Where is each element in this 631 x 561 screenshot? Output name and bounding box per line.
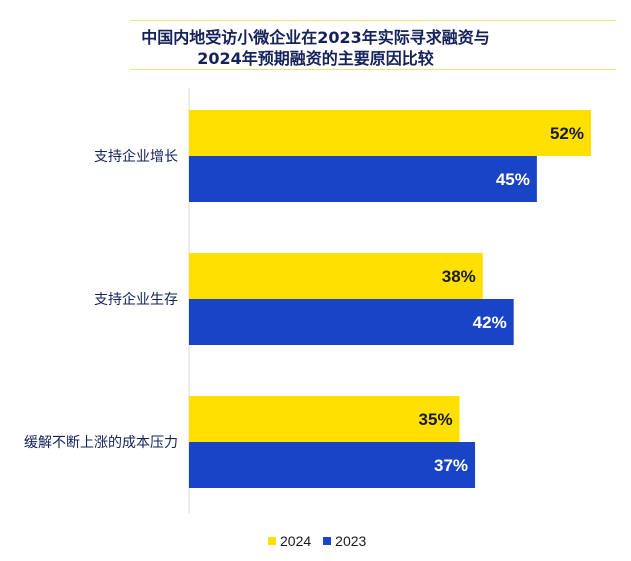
category-label-2: 缓解不断上涨的成本压力 xyxy=(24,435,178,451)
data-label-2023-2: 37% xyxy=(434,456,468,475)
legend-item-2024: 2024 xyxy=(268,533,311,549)
legend-swatch-2023 xyxy=(323,537,332,545)
bar-2024-0 xyxy=(189,110,591,156)
bar-2024-2 xyxy=(189,396,460,442)
title-top-rule xyxy=(130,20,616,21)
category-label-1: 支持企业生存 xyxy=(94,291,178,308)
bar-2023-0 xyxy=(189,156,537,202)
bar-2023-1 xyxy=(189,299,514,345)
chart-title-line-1: 中国内地受访小微企业在2023年实际寻求融资与 xyxy=(141,28,490,47)
legend-item-2023: 2023 xyxy=(323,533,366,549)
data-label-2023-1: 42% xyxy=(473,313,507,332)
category-label-0: 支持企业增长 xyxy=(94,148,178,165)
data-label-2024-1: 38% xyxy=(442,267,476,286)
title-bottom-rule xyxy=(130,69,616,70)
bar-2024-1 xyxy=(189,253,483,299)
legend-label-2023: 2023 xyxy=(335,533,367,549)
legend-swatch-2024 xyxy=(268,537,276,545)
chart-title-line-2: 2024年预期融资的主要原因比较 xyxy=(197,49,434,68)
data-label-2023-0: 45% xyxy=(496,170,530,189)
bar-chart: 52% 45% 支持企业增长 38% 42% 支持企业生存 35% 37% 缓解不断上涨的成本压… xyxy=(24,88,591,513)
chart-legend: 2024 2023 xyxy=(268,533,378,549)
bar-2023-2 xyxy=(189,442,476,488)
data-label-2024-0: 52% xyxy=(550,124,584,143)
legend-label-2024: 2024 xyxy=(280,533,312,549)
data-label-2024-2: 35% xyxy=(419,410,453,429)
